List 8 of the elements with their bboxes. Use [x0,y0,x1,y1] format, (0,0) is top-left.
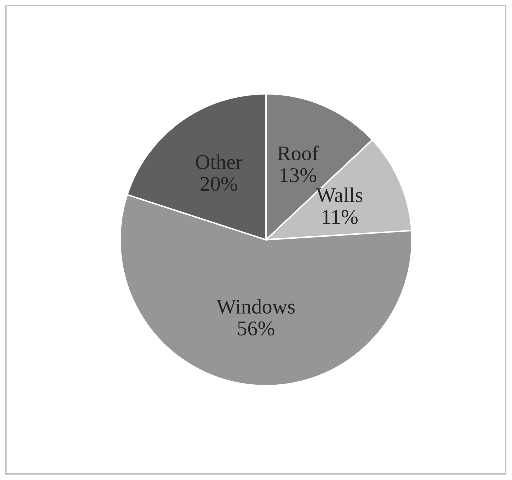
slice-label: Windows [216,299,295,314]
data-label: 11% [323,210,358,224]
slice-label: Walls [316,188,363,203]
data-label: 20% [200,177,238,192]
slice-label: Roof [278,146,319,161]
slice-label: Other [196,154,243,170]
data-label: 56% [238,322,275,336]
data-label: 13% [280,168,316,183]
